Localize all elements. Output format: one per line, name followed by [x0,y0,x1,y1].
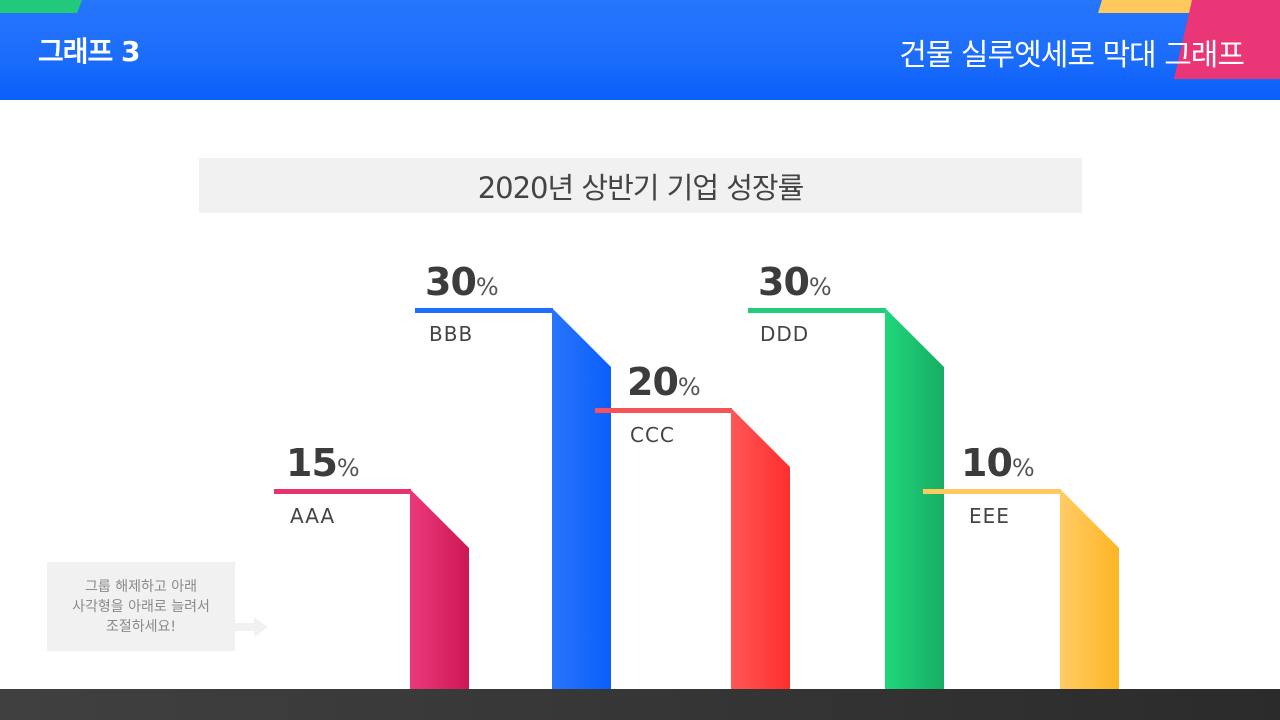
accent-shape-yellow [1098,0,1198,13]
bar-label: CCC [630,423,675,447]
instruction-note: 그룹 해제하고 아래 사각형을 아래로 늘려서 조절하세요! [47,562,235,651]
bar-top-line [274,489,411,494]
bar-ccc[interactable]: 20% CCC [595,360,790,689]
bar-value: 30% [425,260,499,304]
bar-eee[interactable]: 10% EEE [923,441,1119,689]
chart-title: 2020년 상반기 기업 성장률 [477,170,805,205]
bar-value: 10% [961,441,1035,485]
chart-title-box: 2020년 상반기 기업 성장률 [199,158,1082,213]
bar-ddd[interactable]: 30% DDD [748,260,944,689]
bar-side [1060,489,1119,689]
bar-value: 30% [758,260,832,304]
bar-value: 15% [286,441,360,485]
footer-bar [0,689,1280,720]
bar-aaa[interactable]: 15% AAA [274,441,469,689]
note-line-1: 그룹 해제하고 아래 [85,578,197,595]
bar-label: DDD [760,322,810,346]
note-line-2: 사각형을 아래로 늘려서 [72,598,210,615]
bar-top-line [748,308,886,313]
bar-top-line [415,308,553,313]
bar-side [552,308,611,689]
accent-shape-green [0,0,82,13]
bar-top-line [923,489,1061,494]
accent-shape-pink [1174,0,1280,79]
bar-side [885,308,944,689]
arrow-right-icon [235,617,268,637]
bar-value: 20% [627,360,701,404]
bar-label: EEE [969,504,1010,528]
bar-top-line [595,408,732,413]
note-line-3: 조절하세요! [105,618,176,635]
bar-label: AAA [290,504,336,528]
bar-label: BBB [429,322,474,346]
header-bar: 그래프 3 건물 실루엣세로 막대 그래프 [0,0,1280,100]
bar-bbb[interactable]: 30% BBB [415,260,611,689]
page-subtitle: 건물 실루엣세로 막대 그래프 [899,38,1245,73]
page-title: 그래프 3 [38,35,141,68]
